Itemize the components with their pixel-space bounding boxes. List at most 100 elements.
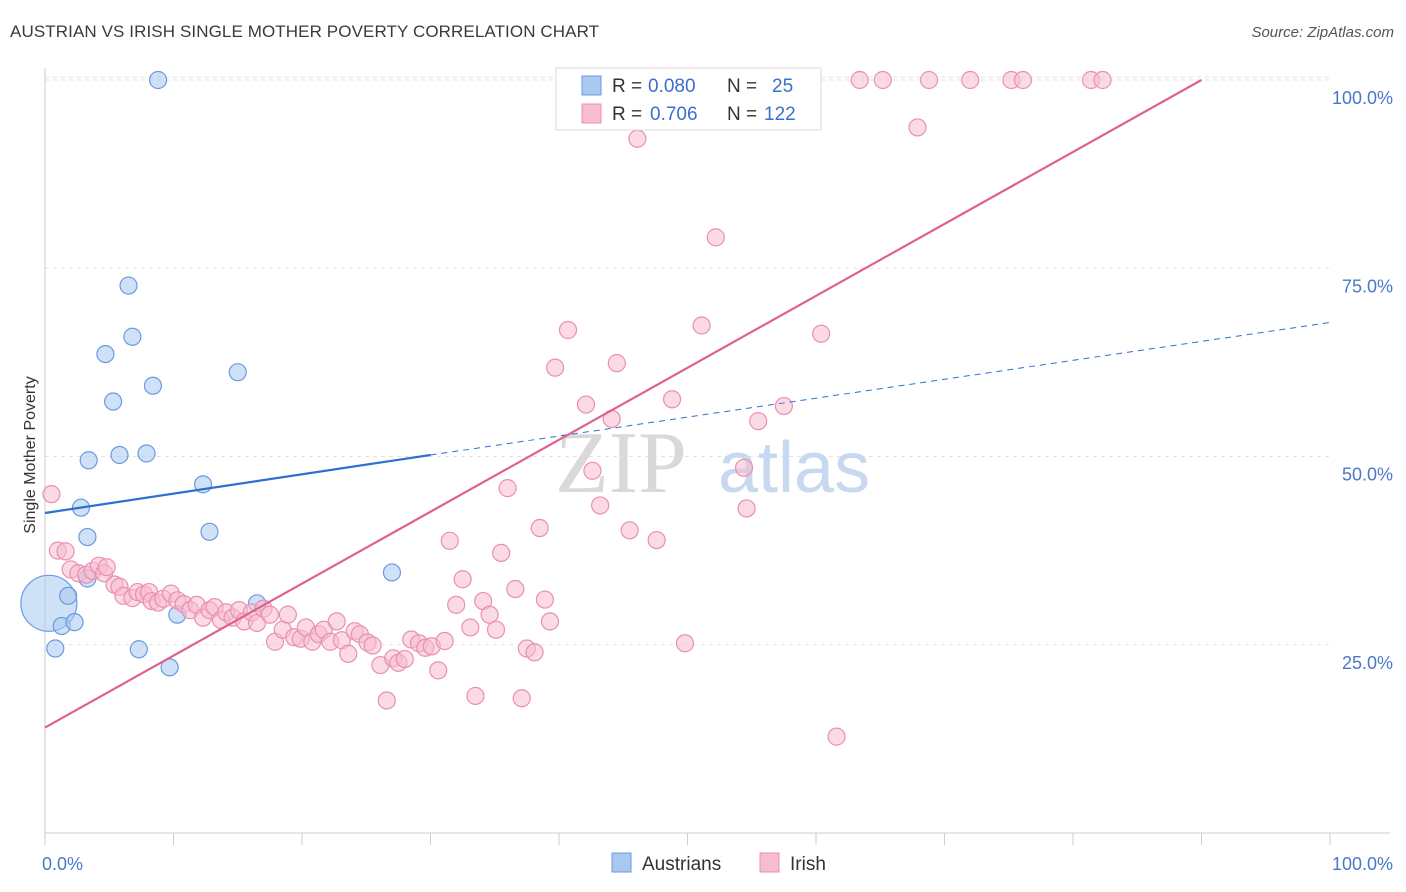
legend-swatch-irish bbox=[581, 103, 602, 124]
y-tick-label: 25.0% bbox=[1342, 653, 1393, 673]
trend-line-austrians-extension bbox=[430, 321, 1331, 456]
point-irish bbox=[278, 605, 297, 624]
x-tick-label: 100.0% bbox=[1332, 854, 1393, 874]
point-irish bbox=[706, 228, 725, 247]
point-irish bbox=[919, 70, 939, 90]
point-austrians bbox=[104, 392, 123, 411]
x-tick-label: 0.0% bbox=[42, 854, 83, 874]
point-irish bbox=[492, 543, 511, 562]
point-irish bbox=[395, 649, 414, 669]
legend-r-value-austrians: 0.080 bbox=[648, 76, 696, 97]
point-irish bbox=[540, 612, 560, 631]
point-irish bbox=[498, 479, 517, 498]
point-irish bbox=[535, 590, 554, 609]
point-austrians bbox=[137, 444, 156, 463]
point-irish bbox=[558, 320, 578, 340]
point-austrians bbox=[79, 451, 98, 470]
point-irish bbox=[453, 570, 472, 589]
legend-r-label-irish: R = bbox=[612, 104, 642, 125]
point-irish bbox=[440, 531, 459, 550]
bottom-legend-swatch-irish bbox=[759, 852, 780, 873]
point-irish bbox=[662, 390, 682, 409]
point-irish bbox=[429, 661, 448, 680]
legend-swatch-austrians bbox=[581, 75, 602, 96]
point-irish bbox=[546, 358, 565, 377]
point-irish bbox=[461, 618, 480, 637]
point-irish bbox=[961, 70, 980, 90]
bottom-legend-label-irish: Irish bbox=[790, 854, 826, 875]
bottom-legend-swatch-austrians bbox=[611, 852, 632, 873]
point-irish bbox=[530, 518, 549, 538]
trend-line-irish bbox=[44, 79, 1203, 729]
point-irish bbox=[97, 558, 116, 577]
point-irish bbox=[737, 499, 756, 518]
point-irish bbox=[512, 689, 531, 708]
legend-r-value-irish: 0.706 bbox=[650, 104, 698, 125]
point-austrians bbox=[46, 639, 65, 658]
y-tick-label: 75.0% bbox=[1342, 276, 1393, 296]
point-austrians bbox=[123, 327, 142, 346]
point-austrians bbox=[59, 586, 78, 605]
point-irish bbox=[647, 530, 666, 550]
point-irish bbox=[591, 496, 610, 515]
point-irish bbox=[628, 129, 647, 148]
point-austrians bbox=[78, 527, 97, 547]
point-irish bbox=[327, 612, 346, 631]
point-austrians bbox=[143, 376, 163, 395]
point-irish bbox=[850, 70, 869, 90]
trend-lines bbox=[44, 79, 1331, 729]
point-irish bbox=[749, 412, 768, 431]
point-irish bbox=[339, 644, 358, 663]
point-irish bbox=[692, 316, 711, 335]
x-tick-labels: 0.0% 100.0% bbox=[42, 854, 1393, 874]
point-austrians bbox=[96, 344, 115, 364]
top-legend: R = 0.080 N = 25 R = 0.706 N = 122 bbox=[555, 67, 822, 131]
point-irish bbox=[607, 354, 626, 373]
point-irish bbox=[908, 118, 927, 137]
point-irish bbox=[583, 461, 602, 480]
bottom-legend-label-austrians: Austrians bbox=[642, 854, 721, 875]
point-irish bbox=[480, 605, 499, 624]
point-austrians bbox=[200, 522, 219, 541]
y-tick-label: 100.0% bbox=[1332, 88, 1393, 108]
watermark-zip: ZIP bbox=[555, 415, 687, 512]
y-tick-label: 50.0% bbox=[1342, 465, 1393, 485]
legend-n-value-austrians: 25 bbox=[772, 76, 793, 97]
point-irish bbox=[827, 727, 846, 746]
y-axis-label: Single Mother Poverty bbox=[22, 376, 39, 533]
point-irish bbox=[377, 691, 396, 710]
chart-title: AUSTRIAN VS IRISH SINGLE MOTHER POVERTY … bbox=[10, 22, 600, 41]
point-austrians bbox=[129, 640, 148, 659]
bottom-legend: Austrians Irish bbox=[611, 852, 826, 875]
trend-line-austrians bbox=[44, 453, 431, 515]
point-irish bbox=[56, 542, 75, 561]
point-austrians bbox=[148, 70, 168, 90]
axes bbox=[44, 68, 1390, 845]
point-austrians bbox=[65, 613, 84, 632]
point-austrians bbox=[228, 363, 247, 382]
point-irish bbox=[675, 634, 695, 653]
legend-n-value-irish: 122 bbox=[764, 104, 796, 125]
point-irish bbox=[525, 643, 544, 662]
point-irish bbox=[486, 620, 506, 639]
point-irish bbox=[506, 579, 525, 599]
point-irish bbox=[576, 395, 596, 414]
point-austrians bbox=[110, 445, 129, 465]
point-irish bbox=[447, 595, 466, 614]
legend-n-label-austrians: N = bbox=[727, 76, 757, 97]
point-austrians bbox=[382, 563, 402, 582]
gridlines bbox=[45, 76, 1330, 646]
point-irish bbox=[620, 521, 639, 540]
data-points bbox=[20, 70, 1112, 746]
point-irish bbox=[466, 686, 485, 706]
point-irish bbox=[734, 458, 754, 477]
source-credit: Source: ZipAtlas.com bbox=[1251, 24, 1394, 41]
y-tick-labels: 100.0% 75.0% 50.0% 25.0% bbox=[1332, 88, 1393, 673]
point-irish bbox=[812, 324, 831, 343]
point-irish bbox=[1093, 70, 1112, 90]
point-irish bbox=[435, 631, 454, 651]
point-irish bbox=[363, 636, 382, 655]
point-irish bbox=[1013, 70, 1032, 90]
point-austrians bbox=[119, 276, 138, 295]
